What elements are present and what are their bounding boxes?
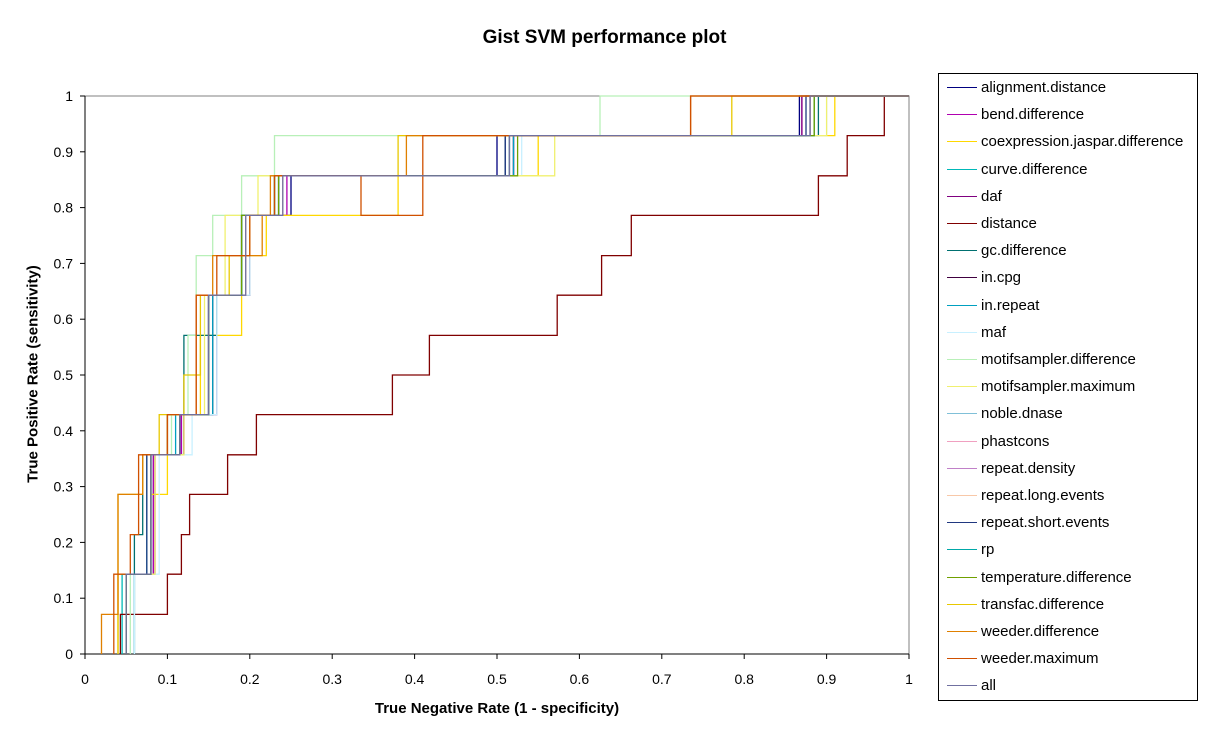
chart-title: Gist SVM performance plot <box>482 27 727 48</box>
legend-label: weeder.difference <box>981 623 1100 640</box>
legend-swatch <box>947 304 977 306</box>
series-line-distance <box>119 95 909 654</box>
series-line-weeder-difference <box>100 95 909 654</box>
legend-label: repeat.short.events <box>981 514 1110 532</box>
legend-label: temperature.difference <box>981 568 1132 586</box>
legend-swatch <box>947 195 977 197</box>
legend-swatch <box>947 495 977 496</box>
legend-label: maf <box>981 323 1007 341</box>
legend-label: bend.difference <box>981 106 1085 124</box>
y-tick-label: 0.7 <box>54 255 74 271</box>
y-tick-label: 0 <box>65 646 73 662</box>
x-tick-label: 0.2 <box>240 671 260 687</box>
series-line-daf <box>125 95 909 654</box>
x-tick-label: 0.9 <box>817 671 837 687</box>
legend-swatch <box>947 87 977 88</box>
series-line-all <box>125 95 909 654</box>
series-line-transfac-difference <box>117 95 909 654</box>
legend-swatch <box>947 603 977 605</box>
legend-swatch <box>947 522 977 524</box>
legend-swatch <box>947 386 977 388</box>
legend-label: phastcons <box>981 432 1050 450</box>
series-line-coexpression-jaspar-difference <box>117 95 909 654</box>
x-tick-label: 0.6 <box>570 671 590 687</box>
series-line-weeder-maximum <box>113 95 909 654</box>
series-line-noble-dnase <box>125 95 909 654</box>
legend-swatch <box>947 141 977 143</box>
series-line-repeat-short-events <box>125 95 909 654</box>
y-tick-label: 0.8 <box>54 200 74 216</box>
legend-label: all <box>981 677 997 695</box>
legend: alignment.distance bend.difference coexpre… <box>938 73 1198 701</box>
tick-labels: 0 0.1 0.2 0.3 0.4 0.5 0.6 0.7 0.8 0.9 1 0 0.1 0.2 0.3 0… <box>54 88 914 687</box>
series-line-repeat-long-events <box>125 95 909 654</box>
legend-swatch <box>947 114 977 116</box>
legend-swatch <box>947 658 977 660</box>
series-line-rp <box>125 95 909 654</box>
x-tick-label: 0.5 <box>487 671 507 687</box>
series-line-phastcons <box>125 95 909 654</box>
series-line-curve-difference <box>121 95 909 654</box>
x-tick-label: 0.8 <box>734 671 754 687</box>
legend-swatch <box>947 168 977 170</box>
legend-swatch <box>947 549 977 551</box>
y-tick-label: 0.6 <box>54 311 74 327</box>
x-tick-label: 1 <box>905 671 913 687</box>
legend-swatch <box>947 413 977 415</box>
series-line-motifsampler-maximum <box>125 95 909 654</box>
y-tick-label: 0.2 <box>54 534 74 550</box>
x-tick-label: 0.4 <box>405 671 425 687</box>
y-tick-label: 0.1 <box>54 590 74 606</box>
legend-swatch <box>947 685 977 687</box>
legend-swatch <box>947 440 977 442</box>
legend-label: in.repeat <box>981 296 1040 314</box>
x-tick-label: 0.1 <box>158 671 178 687</box>
axes <box>80 95 910 659</box>
legend-swatch <box>947 467 977 469</box>
x-tick-label: 0.7 <box>652 671 672 687</box>
y-axis-label: True Positive Rate (sensitivity) <box>24 265 42 483</box>
legend-label: gc.difference <box>981 242 1067 260</box>
series-line-gc-difference <box>133 95 909 654</box>
series-line-alignment-distance <box>125 95 909 654</box>
legend-swatch <box>947 250 977 252</box>
legend-swatch <box>947 359 977 360</box>
legend-label: repeat.long.events <box>981 487 1105 504</box>
legend-label: rp <box>981 541 995 559</box>
legend-label: transfac.difference <box>981 595 1105 613</box>
legend-label: alignment.distance <box>981 79 1107 96</box>
legend-label: motifsampler.difference <box>981 351 1136 368</box>
y-tick-label: 0.5 <box>54 367 74 383</box>
x-tick-label: 0 <box>81 671 89 687</box>
series-line-temperature-difference <box>125 95 909 654</box>
series-line-maf <box>133 95 909 654</box>
legend-label: distance <box>981 215 1037 232</box>
y-tick-label: 0.9 <box>54 144 74 160</box>
series-lines <box>100 95 909 654</box>
series-line-bend-difference <box>125 95 909 654</box>
legend-label: weeder.maximum <box>981 650 1099 668</box>
series-line-in-cpg <box>125 95 909 654</box>
legend-label: noble.dnase <box>981 405 1063 423</box>
legend-swatch <box>947 277 977 279</box>
series-line-motifsampler-difference <box>129 95 909 654</box>
legend-swatch <box>947 223 977 224</box>
legend-swatch <box>947 631 977 632</box>
legend-label: repeat.density <box>981 459 1076 477</box>
y-tick-label: 0.3 <box>54 479 74 495</box>
legend-label: coexpression.jaspar.difference <box>981 133 1184 151</box>
x-axis-label: True Negative Rate (1 - specificity) <box>374 700 620 717</box>
x-tick-label: 0.3 <box>322 671 342 687</box>
legend-label: curve.difference <box>981 160 1088 178</box>
y-tick-label: 1 <box>65 88 73 104</box>
series-line-in-repeat <box>133 95 909 654</box>
legend-label: in.cpg <box>981 269 1022 287</box>
legend-label: daf <box>981 187 1002 205</box>
legend-swatch <box>947 331 977 333</box>
y-tick-label: 0.4 <box>54 423 74 439</box>
legend-swatch <box>947 576 977 578</box>
legend-label: motifsampler.maximum <box>981 378 1136 396</box>
series-line-repeat-density <box>125 95 909 654</box>
